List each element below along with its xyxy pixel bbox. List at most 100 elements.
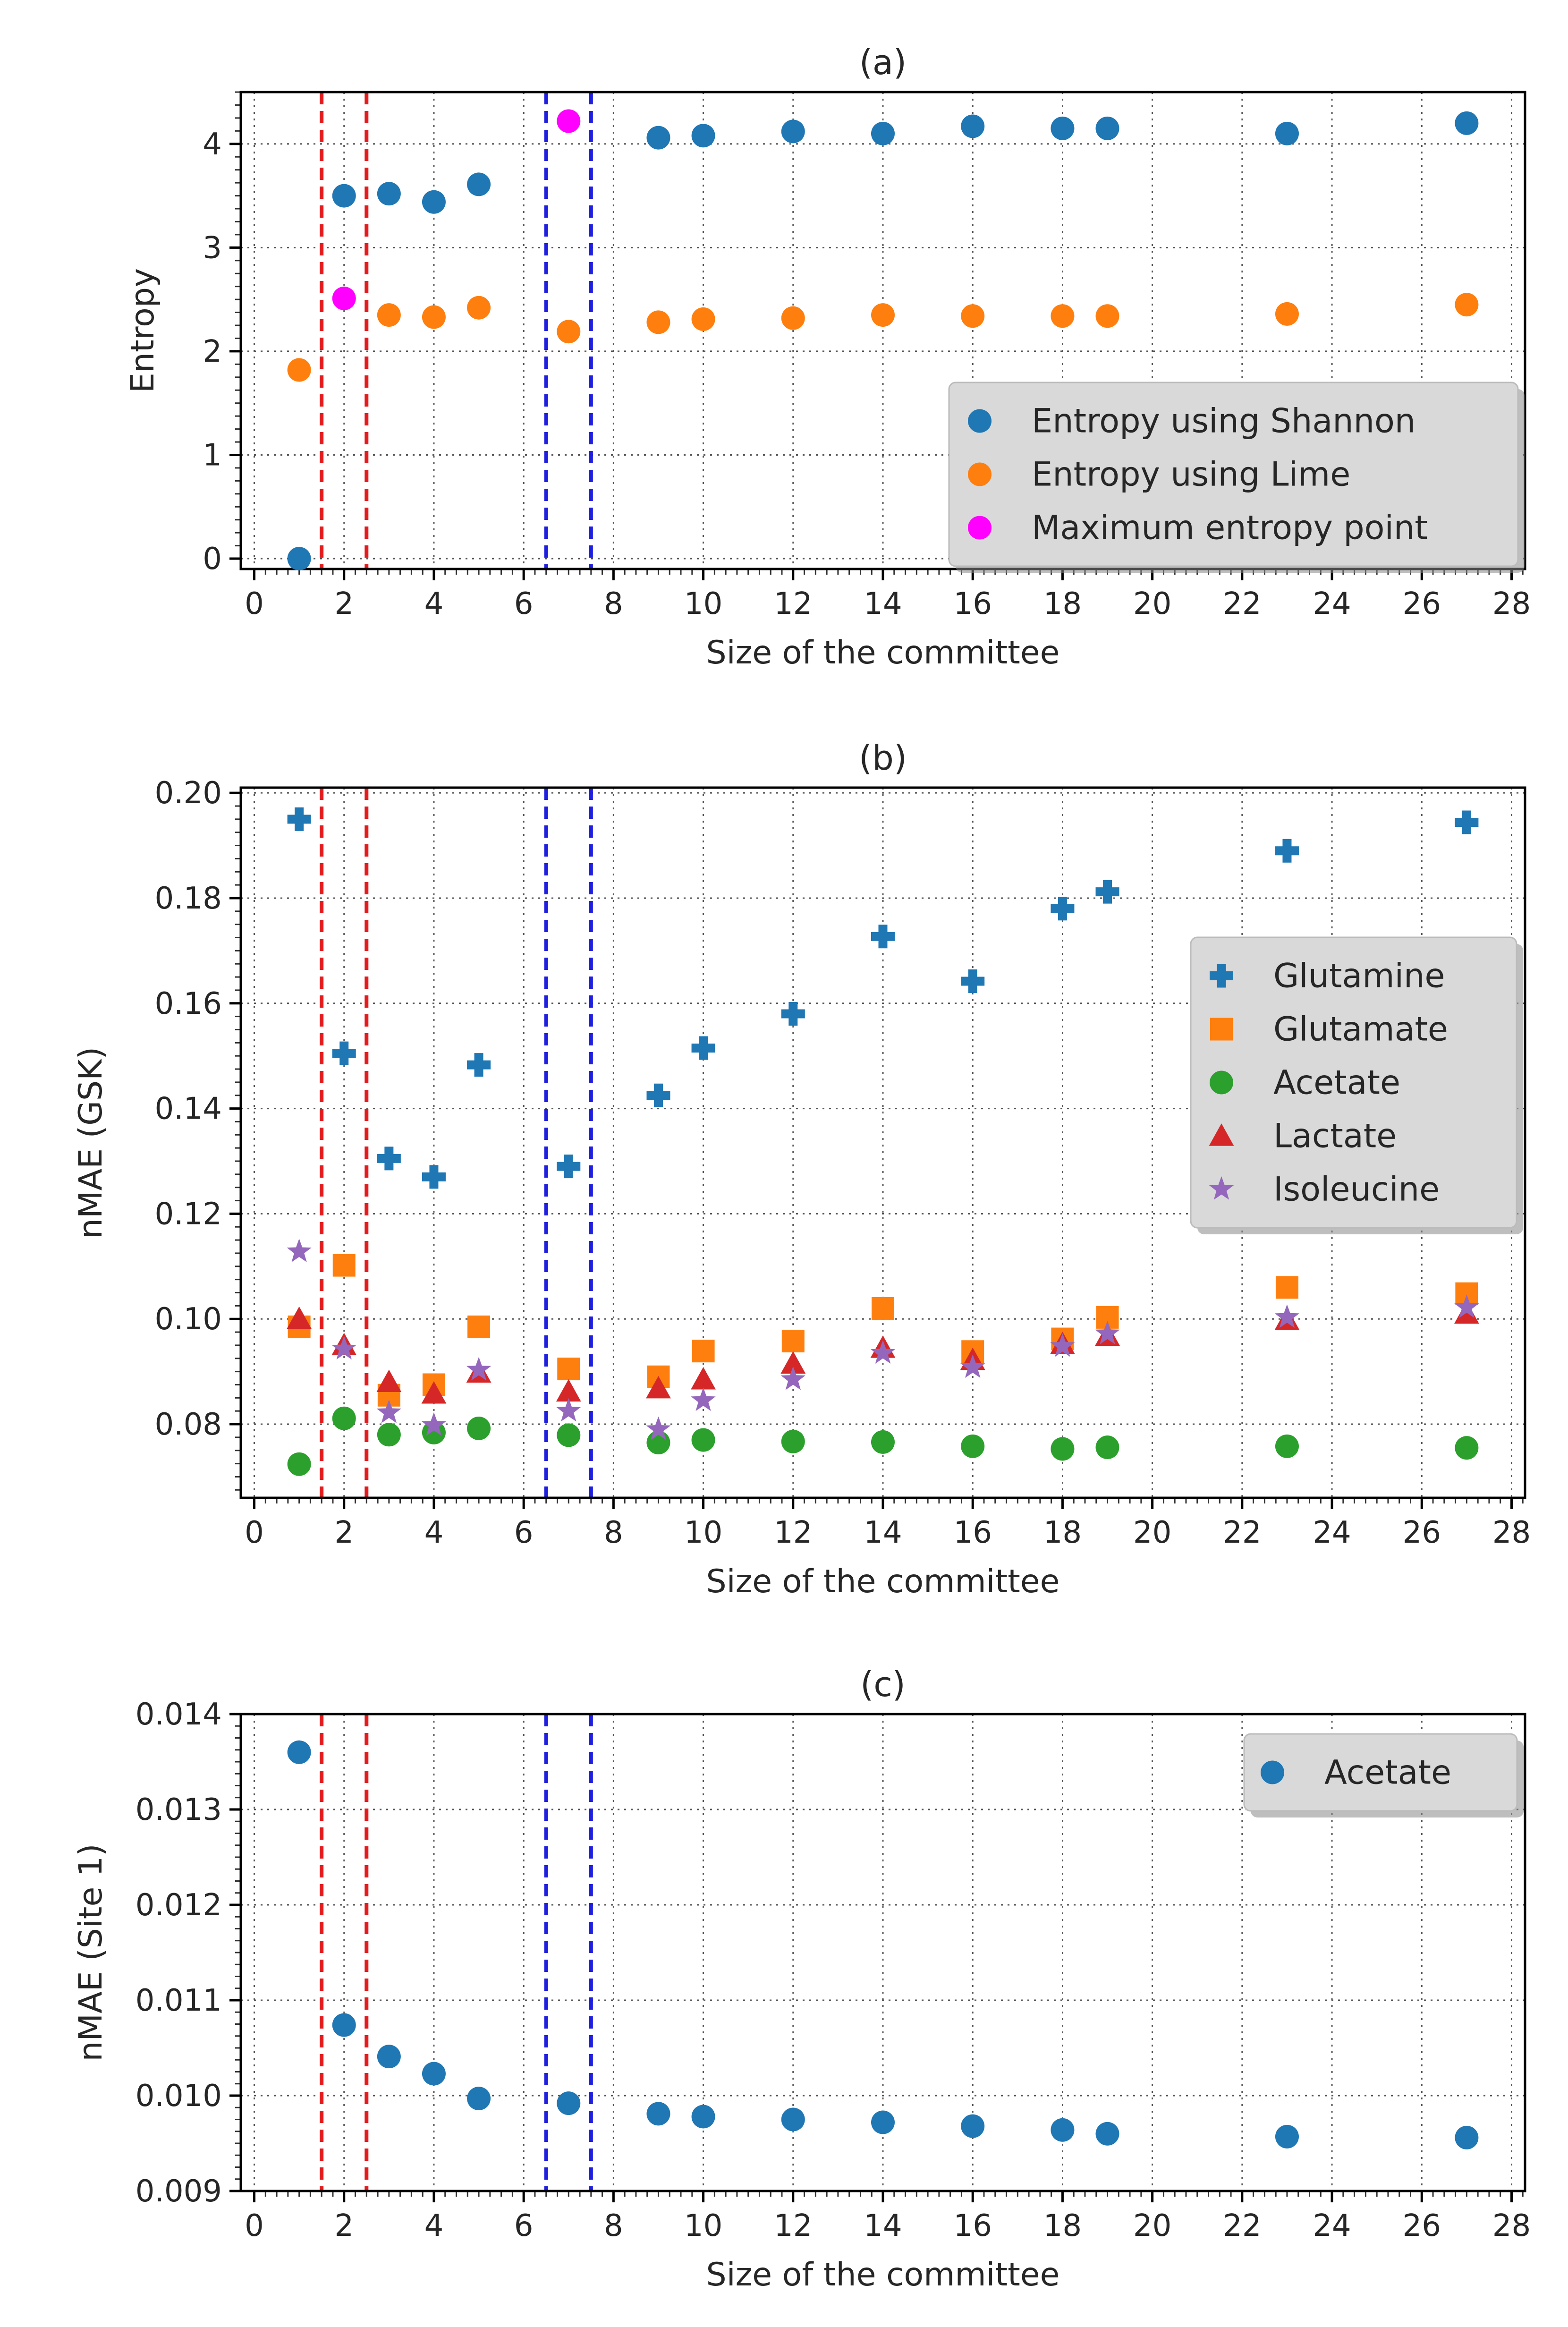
series-entropy-using-lime — [287, 293, 1479, 382]
x-tick-label: 12 — [774, 1515, 812, 1550]
data-point — [1275, 302, 1299, 326]
series-entropy-using-shannon — [287, 111, 1479, 571]
y-tick-label: 0.12 — [155, 1197, 222, 1231]
data-point — [287, 1239, 312, 1262]
data-point — [332, 2013, 356, 2037]
data-point — [467, 1053, 491, 1077]
x-tick-label: 16 — [953, 586, 992, 621]
x-tick-label: 14 — [864, 1515, 902, 1550]
data-point — [287, 1306, 312, 1329]
data-point — [377, 182, 401, 206]
data-point — [332, 1406, 356, 1430]
data-point — [1455, 111, 1479, 135]
data-point — [646, 126, 670, 150]
legend-label: Glutamine — [1273, 957, 1445, 995]
data-point — [961, 304, 985, 328]
data-point — [556, 1379, 581, 1402]
data-point — [421, 1412, 447, 1436]
data-point — [781, 1330, 805, 1353]
x-tick-label: 24 — [1313, 2208, 1351, 2243]
x-tick-label: 0 — [245, 2208, 264, 2243]
y-tick-label: 0 — [203, 542, 222, 577]
data-point — [467, 296, 491, 320]
y-tick-label: 0.08 — [155, 1407, 222, 1442]
data-point — [1455, 293, 1479, 317]
data-point — [1455, 810, 1479, 834]
y-tick-label: 0.013 — [136, 1792, 222, 1827]
y-tick-label: 0.14 — [155, 1092, 222, 1127]
y-tick-label: 0.010 — [136, 2079, 222, 2114]
x-tick-label: 22 — [1223, 1515, 1261, 1550]
data-point — [871, 1430, 895, 1454]
x-tick-label: 14 — [864, 586, 902, 621]
data-point — [1095, 2122, 1119, 2146]
legend-marker — [1210, 964, 1233, 988]
data-point — [646, 1083, 670, 1107]
x-tick-label: 20 — [1133, 1515, 1171, 1550]
series-acetate — [287, 1740, 1479, 2149]
chart-title: (a) — [859, 42, 907, 82]
data-point — [422, 1165, 446, 1189]
data-point — [422, 1420, 446, 1444]
y-tick-label: 0.009 — [136, 2174, 222, 2209]
data-point — [871, 121, 895, 145]
y-tick-label: 4 — [203, 127, 222, 162]
data-point — [870, 1340, 896, 1364]
data-point — [332, 1254, 356, 1277]
x-tick-label: 22 — [1223, 2208, 1261, 2243]
y-axis-label: nMAE (GSK) — [72, 1047, 110, 1239]
legend-label: Acetate — [1273, 1063, 1400, 1102]
legend-label: Lactate — [1273, 1117, 1397, 1155]
data-point — [692, 1340, 715, 1363]
x-tick-label: 6 — [514, 586, 534, 621]
x-tick-label: 16 — [953, 1515, 992, 1550]
legend: Entropy using Shannon Entropy using Lime M… — [948, 382, 1525, 573]
data-point — [1275, 121, 1299, 145]
legend-marker — [968, 409, 992, 433]
data-point — [871, 925, 895, 949]
data-point — [960, 1354, 985, 1378]
data-point — [287, 807, 311, 831]
x-tick-label: 26 — [1403, 586, 1441, 621]
x-tick-label: 10 — [684, 2208, 722, 2243]
data-point — [466, 1357, 492, 1381]
x-tick-label: 16 — [953, 2208, 992, 2243]
y-tick-label: 2 — [203, 334, 222, 369]
data-point — [691, 1367, 716, 1390]
data-point — [691, 124, 715, 148]
data-point — [781, 1429, 805, 1453]
legend-label: Isoleucine — [1273, 1170, 1440, 1209]
legend-box — [1190, 936, 1517, 1229]
legend-marker — [1209, 1123, 1234, 1146]
data-point — [691, 1036, 715, 1060]
x-tick-label: 2 — [334, 1515, 354, 1550]
x-axis-label: Size of the committee — [706, 1563, 1060, 1600]
data-point — [287, 358, 311, 382]
data-point — [1051, 2118, 1075, 2142]
legend-marker — [968, 516, 992, 540]
series-isoleucine — [287, 1239, 1479, 1440]
data-point — [557, 1423, 581, 1447]
data-point — [467, 172, 491, 196]
legend-box — [1243, 1733, 1518, 1812]
chart-panel-b: 0 2 4 6 8 10 12 14 16 18 20 22 24 26 280.080.100.120.1… — [72, 738, 1531, 1600]
legend: Glutamine Glutamate Acetate Lactate Isoleuci… — [1190, 936, 1523, 1234]
data-point — [467, 1315, 491, 1338]
x-tick-label: 28 — [1492, 1515, 1531, 1550]
x-tick-label: 2 — [334, 586, 354, 621]
x-tick-label: 10 — [684, 1515, 722, 1550]
data-point — [780, 1351, 806, 1374]
data-point — [332, 286, 356, 310]
data-point — [377, 303, 401, 327]
data-point — [961, 114, 985, 138]
x-tick-label: 8 — [604, 586, 623, 621]
y-axis-label: nMAE (Site 1) — [72, 1843, 110, 2061]
data-point — [332, 1041, 356, 1065]
data-point — [557, 320, 581, 344]
legend-label: Glutamate — [1273, 1010, 1448, 1049]
data-point — [287, 547, 311, 571]
x-tick-label: 6 — [514, 1515, 534, 1550]
data-point — [1454, 1294, 1479, 1318]
data-point — [1095, 880, 1119, 904]
